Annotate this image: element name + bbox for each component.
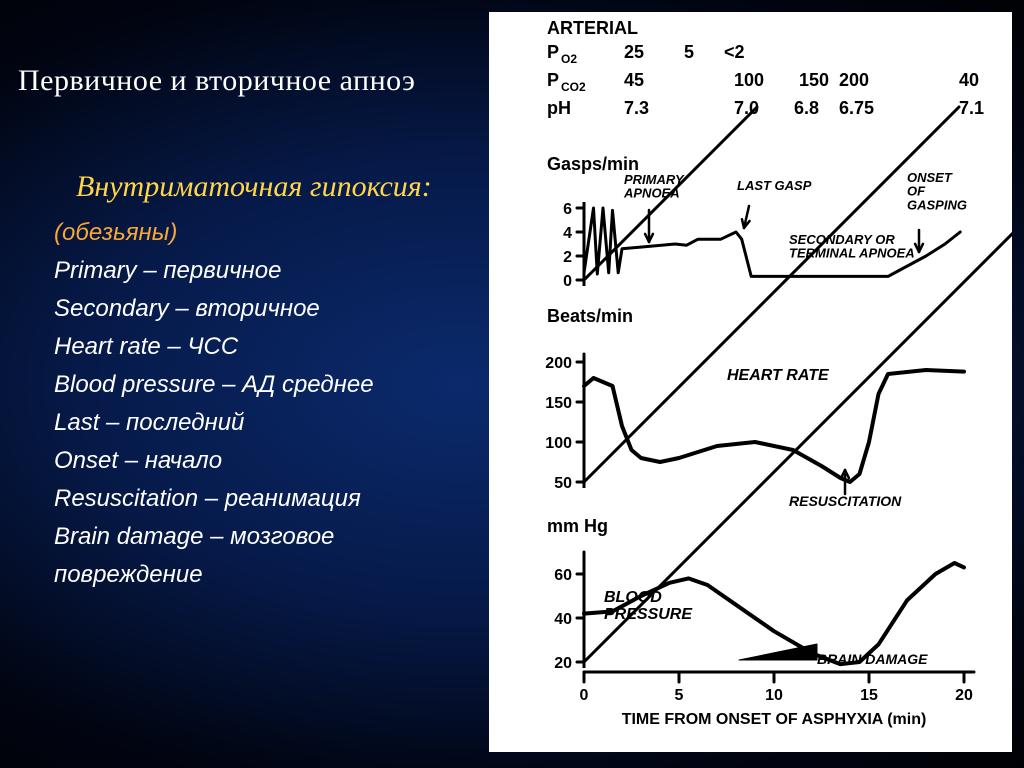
svg-text:25: 25 — [624, 42, 644, 62]
svg-text:HEART RATE: HEART RATE — [727, 367, 830, 384]
svg-text:5: 5 — [675, 687, 684, 704]
svg-text:40: 40 — [554, 611, 572, 628]
svg-text:50: 50 — [554, 475, 572, 492]
svg-text:PRIMARYAPNOEA: PRIMARYAPNOEA — [623, 172, 685, 201]
svg-text:20: 20 — [955, 687, 973, 704]
legend-list: (обезьяны)Primary – первичноеSecondary –… — [54, 214, 374, 594]
svg-text:15: 15 — [860, 687, 878, 704]
svg-text:0: 0 — [563, 273, 572, 290]
svg-text:Beats/min: Beats/min — [547, 306, 633, 326]
svg-text:ONSETOFGASPING: ONSETOFGASPING — [907, 170, 967, 212]
svg-text:BRAIN DAMAGE: BRAIN DAMAGE — [817, 651, 928, 667]
svg-text:20: 20 — [554, 655, 572, 672]
legend-item: Brain damage – мозговое повреждение — [54, 518, 374, 594]
svg-text:40: 40 — [959, 70, 979, 90]
legend-item: (обезьяны) — [54, 214, 374, 252]
slide-title: Первичное и вторичное апноэ — [18, 64, 415, 98]
svg-text:7.1: 7.1 — [959, 98, 984, 118]
svg-text:<2: <2 — [724, 42, 745, 62]
legend-item: Resuscitation – реанимация — [54, 480, 374, 518]
svg-text:Gasps/min: Gasps/min — [547, 154, 639, 174]
legend-item: Last – последний — [54, 404, 374, 442]
legend-item: Secondary – вторичное — [54, 290, 374, 328]
svg-text:45: 45 — [624, 70, 644, 90]
svg-text:100: 100 — [734, 70, 764, 90]
svg-text:RESUSCITATION: RESUSCITATION — [789, 493, 902, 509]
svg-text:2: 2 — [563, 249, 572, 266]
svg-text:4: 4 — [563, 225, 572, 242]
svg-text:mm Hg: mm Hg — [547, 516, 608, 536]
svg-text:5: 5 — [684, 42, 694, 62]
svg-text:6: 6 — [563, 201, 572, 218]
svg-text:P: P — [547, 70, 559, 90]
svg-text:CO2: CO2 — [561, 80, 586, 94]
svg-text:6.75: 6.75 — [839, 98, 874, 118]
svg-text:LAST GASP: LAST GASP — [737, 178, 812, 193]
legend-item: Heart rate – ЧСС — [54, 328, 374, 366]
svg-text:pH: pH — [547, 98, 571, 118]
svg-text:60: 60 — [554, 567, 572, 584]
svg-text:200: 200 — [545, 355, 572, 372]
svg-text:P: P — [547, 42, 559, 62]
svg-text:100: 100 — [545, 435, 572, 452]
legend-item: Onset – начало — [54, 442, 374, 480]
svg-text:7.3: 7.3 — [624, 98, 649, 118]
svg-text:0: 0 — [580, 687, 589, 704]
figure-svg: ARTERIALPO2255<2PCO24510015020040pH7.37.… — [489, 12, 1012, 752]
svg-text:150: 150 — [545, 395, 572, 412]
legend-item: Blood pressure – АД среднее — [54, 366, 374, 404]
svg-text:10: 10 — [765, 687, 783, 704]
slide-subtitle: Внутриматочная гипоксия: — [76, 170, 432, 204]
slide: Первичное и вторичное апноэ Внутриматочн… — [0, 0, 1024, 768]
svg-text:TIME FROM ONSET OF ASPHYXIA (m: TIME FROM ONSET OF ASPHYXIA (min) — [622, 711, 927, 728]
svg-text:ARTERIAL: ARTERIAL — [547, 18, 638, 38]
svg-text:200: 200 — [839, 70, 869, 90]
figure-panel: ARTERIALPO2255<2PCO24510015020040pH7.37.… — [489, 12, 1012, 752]
svg-text:O2: O2 — [561, 52, 577, 66]
svg-text:BLOODPRESSURE: BLOODPRESSURE — [604, 589, 693, 623]
svg-text:150: 150 — [799, 70, 829, 90]
legend-item: Primary – первичное — [54, 252, 374, 290]
svg-text:6.8: 6.8 — [794, 98, 819, 118]
